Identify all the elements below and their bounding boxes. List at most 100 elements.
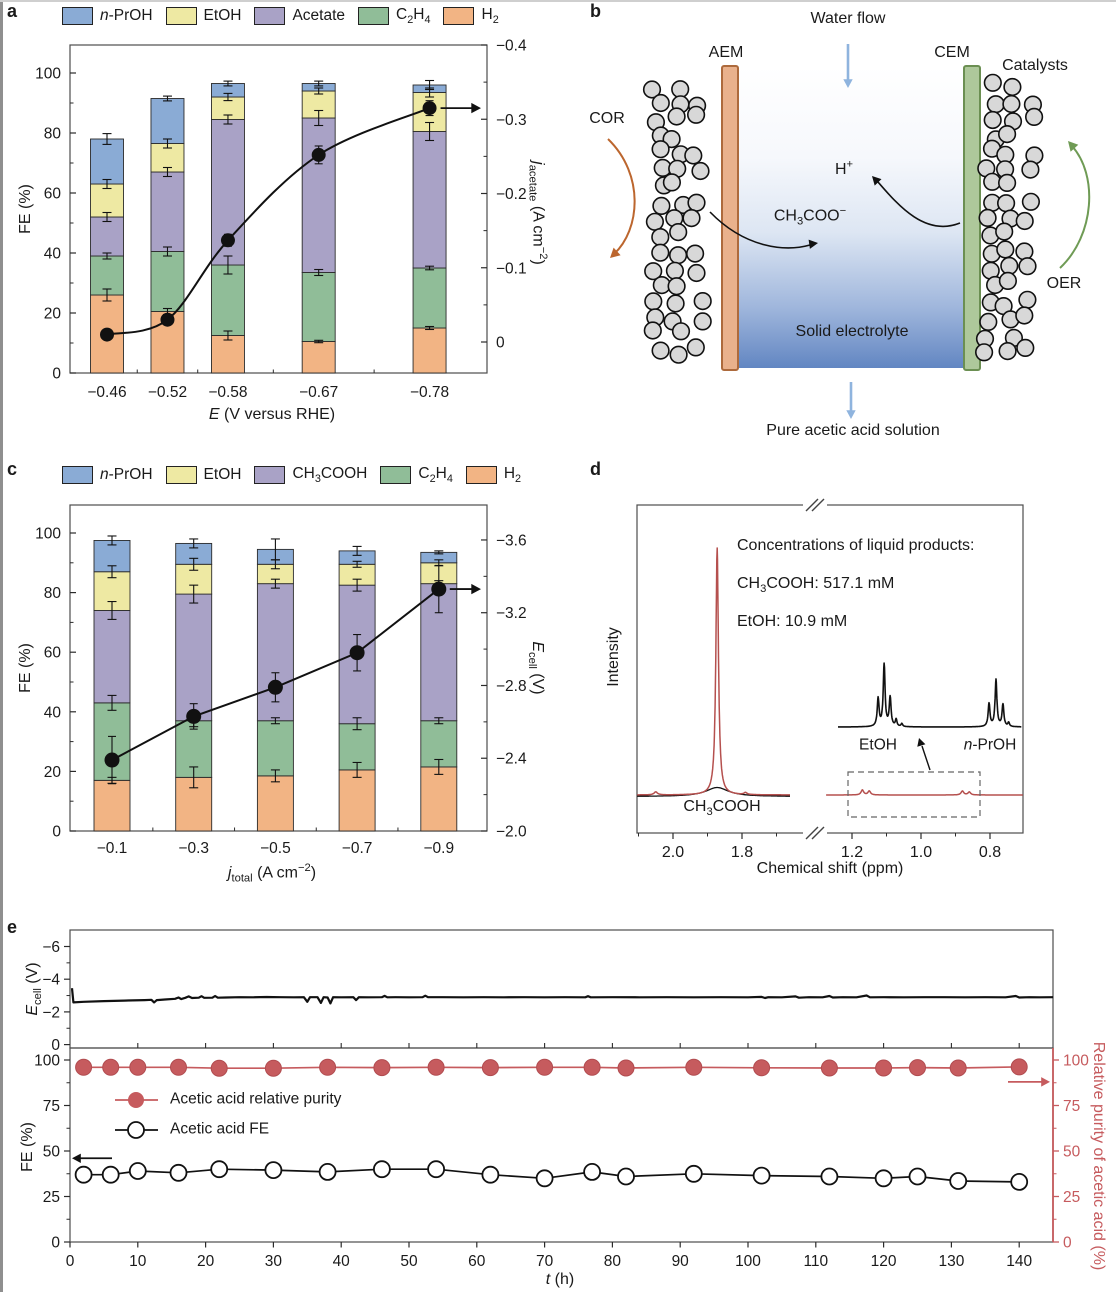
fe-point: [1010, 1173, 1029, 1191]
h-plus-label: H+: [834, 158, 854, 178]
nmr-trace: [636, 547, 791, 796]
purity-point: [583, 1058, 601, 1076]
legend-panel-c: n-PrOH EtOH CH3COOH C2H4 H2: [62, 465, 534, 485]
legend-label-nproh: n-PrOH: [100, 7, 153, 25]
legend-swatch-c2h4: [358, 7, 390, 26]
legend-swatch-h2: [443, 7, 475, 26]
bar-acetate: [301, 117, 336, 273]
panel-a-letter: a: [7, 1, 18, 21]
tick-label: 75: [1063, 1098, 1080, 1115]
bar-h2: [420, 766, 458, 832]
fe-point: [752, 1166, 771, 1185]
bar-etoh: [90, 183, 124, 218]
legend-label-acetate: CH3COOH: [292, 465, 368, 486]
window-edge-left: [0, 0, 3, 1292]
tick-label: −0.2: [496, 186, 527, 203]
tick-label: 20: [44, 306, 62, 323]
fe-point: [372, 1160, 391, 1179]
tick-label: 50: [400, 1253, 418, 1270]
legend-item-nproh: n-PrOH: [62, 466, 153, 485]
data-point: [100, 327, 114, 342]
tick-label: 100: [35, 526, 61, 543]
bar-acetate: [90, 216, 124, 257]
purity-point: [536, 1058, 554, 1076]
catalysts-label: Catalysts: [1002, 57, 1068, 75]
legend-item-c2h4: C2H4: [358, 6, 430, 26]
bar-h2: [338, 769, 376, 832]
panel-c-chart: 0 20 40 60 80 100 −2.0 −2.4 −2.8 −3.2 −3.6 −0.1 −0.3…: [35, 504, 527, 857]
tick-label: 25: [43, 1189, 60, 1206]
legend-item-acetate: CH3COOH: [254, 465, 367, 485]
purity-point: [102, 1058, 120, 1076]
cem-membrane: [963, 65, 981, 371]
purity-point: [319, 1058, 337, 1076]
tick-label: −0.9: [423, 840, 454, 857]
fe-point: [128, 1162, 147, 1180]
tick-label: 50: [1063, 1144, 1081, 1161]
tick-label: 80: [604, 1253, 622, 1270]
ch3cooh-peak-label: CH3COOH: [683, 797, 761, 819]
panel-b-letter: b: [590, 1, 601, 21]
tick-label: −0.7: [342, 840, 373, 857]
arrow-head: [72, 1153, 81, 1163]
tick-label: 80: [44, 126, 62, 143]
tick-label: 0: [52, 366, 61, 383]
ecell-trace: [70, 988, 1054, 1005]
conc-ch3cooh: CH3COOH: 517.1 mM: [737, 575, 895, 596]
data-point: [422, 101, 437, 116]
arrow-head: [808, 239, 818, 249]
tick-label: −2: [42, 1004, 60, 1021]
tick-label: −0.67: [299, 384, 338, 401]
legend-item-etoh: EtOH: [165, 7, 241, 26]
purity-point: [909, 1059, 926, 1077]
panel-b-diagram: [607, 44, 1091, 419]
purity-point: [170, 1058, 187, 1076]
arrow-head: [917, 738, 926, 747]
acetate-transfer-arrow: [709, 211, 811, 249]
a-y-axis-label: FE (%): [17, 184, 35, 234]
purity-point: [427, 1058, 445, 1076]
fe-point: [617, 1167, 635, 1186]
panel-d-letter: d: [590, 459, 601, 479]
catalyst-particles-right: [974, 73, 1044, 362]
bar-nproh: [150, 98, 185, 144]
e-legend-fe-label: Acetic acid FE: [170, 1120, 270, 1138]
tick-label: 90: [672, 1253, 690, 1270]
legend-label-acetate: Acetate: [292, 7, 346, 25]
j_acetate-line: [106, 107, 430, 336]
tick-label: −2.4: [496, 751, 527, 768]
catalyst-particles-left: [642, 80, 712, 364]
fe-point: [949, 1172, 968, 1190]
purity-point: [949, 1059, 967, 1077]
aem-label: AEM: [708, 44, 744, 62]
bar-h2: [301, 341, 336, 374]
conc-etoh: EtOH: 10.9 mM: [737, 613, 848, 630]
data-point: [186, 708, 202, 724]
zoom-region-box: [847, 771, 981, 818]
purity-point: [129, 1058, 147, 1076]
tick-label: −0.1: [496, 260, 527, 277]
tick-label: 80: [44, 585, 62, 602]
arrow-head: [610, 247, 621, 258]
tick-label: 70: [536, 1253, 554, 1270]
tick-label: 0: [51, 1235, 60, 1252]
acetate-ion-label: CH3COO−: [773, 205, 847, 228]
tick-label: 140: [1006, 1253, 1032, 1270]
tick-label: 0: [1063, 1235, 1072, 1252]
cor-label: COR: [589, 110, 625, 128]
bar-c2h4: [150, 251, 185, 312]
tick-label: −3.6: [496, 532, 527, 549]
legend-label-nproh: n-PrOH: [100, 466, 153, 484]
e-legend-purity-label: Acetic acid relative purity: [170, 1090, 342, 1108]
c-x-axis-label: jtotal (A cm−2): [227, 862, 317, 885]
tick-label: −0.4: [496, 38, 527, 55]
purity-point: [685, 1058, 703, 1076]
tick-label: 75: [43, 1098, 60, 1115]
panel-c-letter: c: [7, 459, 18, 479]
tick-label: 1.8: [731, 844, 753, 861]
pure-solution-label: Pure acetic acid solution: [766, 422, 940, 440]
data-point: [104, 752, 120, 768]
legend-swatch-etoh: [165, 7, 197, 26]
legend-item-c2h4: C2H4: [380, 465, 453, 485]
